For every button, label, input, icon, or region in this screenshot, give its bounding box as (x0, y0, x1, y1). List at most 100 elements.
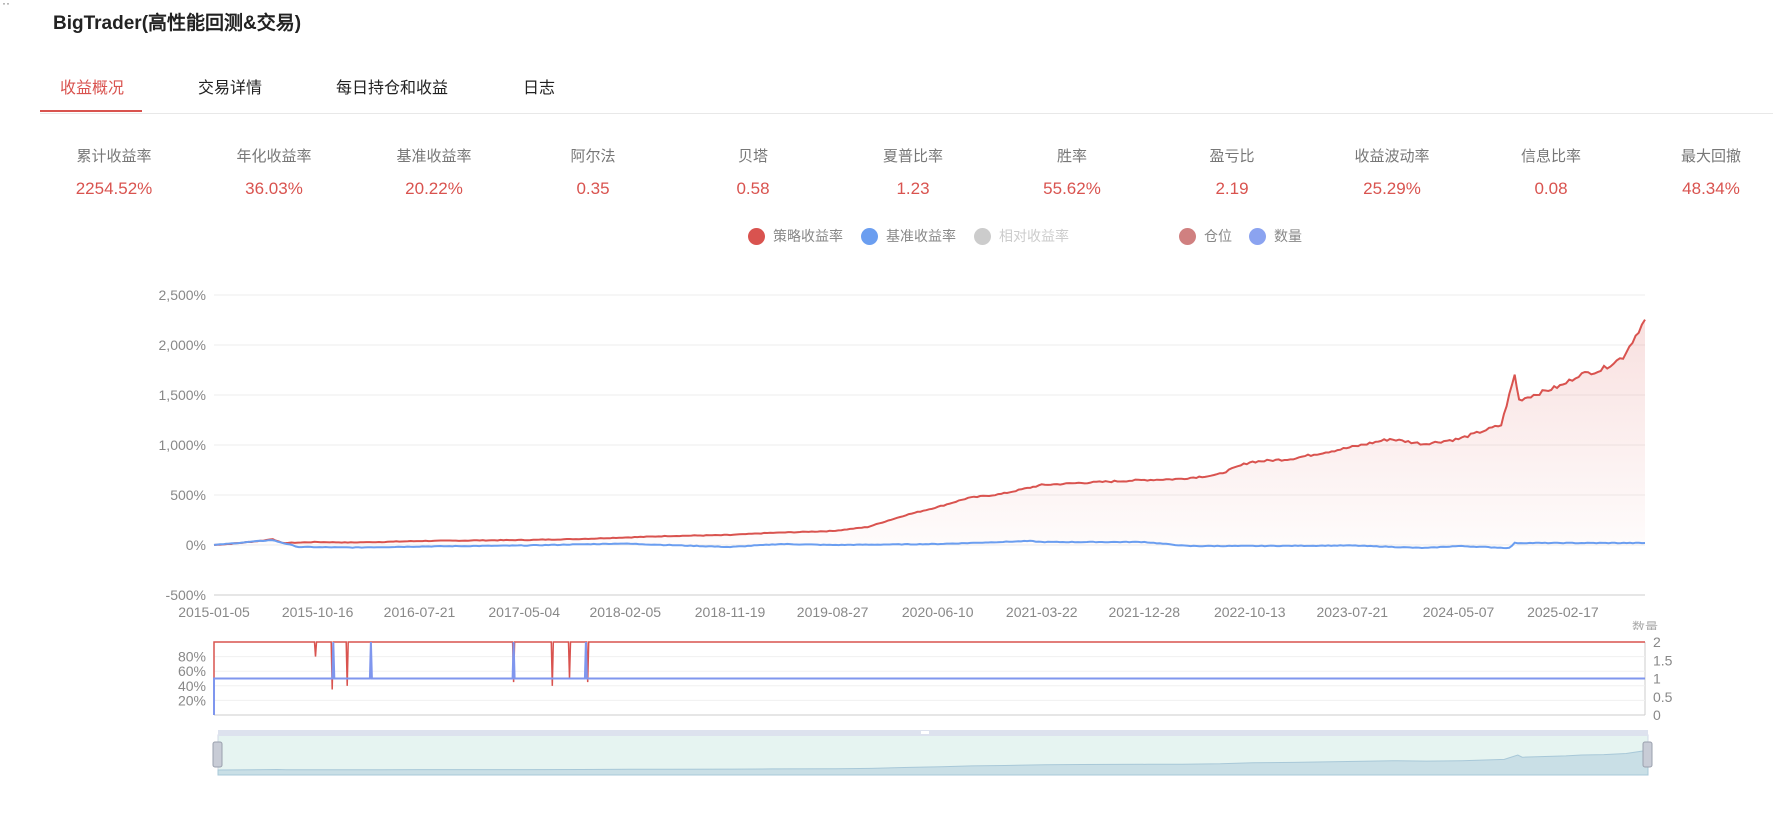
metric-sharpe: 夏普比率 1.23 (833, 145, 993, 199)
sub-left-tick-label: 20% (178, 692, 206, 708)
sub-left-tick-label: 80% (178, 649, 206, 665)
zoom-drag-grip-icon (921, 731, 929, 734)
metric-value: 2254.52% (75, 179, 153, 198)
metric-max-drawdown: 最大回撤 48.34% (1631, 145, 1773, 199)
y-tick-label: 1,500% (159, 387, 206, 403)
chart-legend: 策略收益率 基准收益率 相对收益率 仓位 数量 (0, 226, 1773, 246)
metric-value: 36.03% (245, 179, 303, 198)
sub-right-tick-label: 2 (1653, 634, 1661, 650)
legend-dot-icon (1179, 227, 1196, 245)
zoom-handle-right[interactable] (1642, 741, 1653, 768)
active-tab-indicator (40, 110, 142, 112)
tab-trade-details[interactable]: 交易详情 (198, 80, 263, 97)
metric-beta: 贝塔 0.58 (673, 145, 833, 199)
tab-daily-holdings[interactable]: 每日持仓和收益 (336, 80, 449, 97)
metric-value: 48.34% (1682, 179, 1740, 198)
x-tick-label: 2018-11-19 (695, 604, 766, 620)
quantity-axis-label: 数量 (1632, 620, 1658, 630)
zoom-top-bar (218, 730, 1648, 736)
x-tick-label: 2018-02-05 (589, 604, 661, 620)
legend-dot-icon (748, 227, 765, 245)
zoom-handle-left[interactable] (212, 741, 223, 768)
x-tick-label: 2022-10-13 (1214, 604, 1286, 620)
metric-label: 胜率 (1056, 148, 1087, 165)
x-tick-label: 2021-12-28 (1108, 604, 1180, 620)
legend-benchmark-return[interactable]: 基准收益率 (861, 226, 956, 246)
metric-label: 信息比率 (1520, 148, 1581, 165)
metric-label: 年化收益率 (236, 148, 312, 165)
legend-label: 相对收益率 (999, 228, 1069, 244)
metric-information-ratio: 信息比率 0.08 (1471, 145, 1631, 199)
metric-label: 夏普比率 (882, 148, 943, 165)
metric-label: 贝塔 (737, 148, 768, 165)
legend-position[interactable]: 仓位 (1179, 226, 1232, 246)
strategy-return-line (213, 319, 1646, 546)
y-tick-label: 0% (186, 537, 206, 553)
legend-dot-icon (1249, 227, 1266, 245)
legend-dot-icon (974, 227, 991, 245)
x-tick-label: 2024-05-07 (1423, 604, 1495, 620)
metric-value: 20.22% (405, 179, 463, 198)
x-tick-label: 2021-03-22 (1006, 604, 1078, 620)
zoom-preview-area (217, 749, 1649, 776)
x-tick-label: 2020-06-10 (902, 604, 974, 620)
tab-divider (40, 113, 1773, 114)
metric-benchmark-return: 基准收益率 20.22% (354, 145, 514, 199)
metric-label: 基准收益率 (396, 148, 472, 165)
legend-quantity[interactable]: 数量 (1249, 226, 1302, 246)
legend-strategy-return[interactable]: 策略收益率 (748, 226, 843, 246)
y-tick-label: 500% (170, 487, 206, 503)
legend-label: 基准收益率 (886, 228, 956, 244)
quantity-line (213, 641, 1645, 715)
metric-label: 收益波动率 (1354, 148, 1430, 165)
metric-value: 0.58 (736, 179, 770, 198)
tab-log[interactable]: 日志 (523, 80, 556, 97)
legend-dot-icon (861, 227, 878, 245)
metric-value: 2.19 (1215, 179, 1249, 198)
metric-alpha: 阿尔法 0.35 (513, 145, 673, 199)
corner-dots: ·· (2, 0, 10, 10)
tab-bar: 收益概况 交易详情 每日持仓和收益 日志 (40, 62, 1773, 114)
metric-win-rate: 胜率 55.62% (992, 145, 1152, 199)
metric-profit-loss-ratio: 盈亏比 2.19 (1152, 145, 1312, 199)
metric-value: 55.62% (1043, 179, 1101, 198)
sub-left-tick-label: 40% (178, 678, 206, 694)
sub-left-tick-label: 60% (178, 663, 206, 679)
y-tick-label: 2,000% (159, 337, 206, 353)
metric-value: 0.08 (1534, 179, 1568, 198)
metric-annual-return: 年化收益率 36.03% (194, 145, 354, 199)
sub-right-tick-label: 1.5 (1653, 652, 1673, 668)
legend-label: 策略收益率 (773, 228, 843, 244)
metric-value: 1.23 (896, 179, 930, 198)
metric-label: 最大回撤 (1680, 148, 1741, 165)
returns-chart: 2,500% 2,000% 1,500% 1,000% 500% 0% -500%2015-… (159, 287, 1658, 630)
x-tick-label: 2017-05-04 (488, 604, 560, 620)
y-tick-label: -500% (166, 587, 206, 603)
legend-relative-return[interactable]: 相对收益率 (974, 226, 1069, 246)
x-tick-label: 2025-02-17 (1527, 604, 1599, 620)
zoom-slider[interactable] (210, 730, 1660, 780)
metric-label: 累计收益率 (76, 148, 152, 165)
metric-value: 25.29% (1363, 179, 1421, 198)
metric-cumulative-return: 累计收益率 2254.52% (34, 145, 194, 199)
x-tick-label: 2015-01-05 (178, 604, 250, 620)
x-tick-label: 2019-08-27 (797, 604, 869, 620)
position-chart: 80%60%40%20% 2 1.5 1 0.5 0 (178, 634, 1673, 723)
metric-value: 0.35 (576, 179, 610, 198)
sub-right-tick-label: 0 (1653, 707, 1661, 723)
metric-label: 盈亏比 (1209, 148, 1255, 165)
legend-label: 仓位 (1204, 228, 1232, 244)
sub-right-tick-label: 1 (1653, 671, 1661, 687)
metric-label: 阿尔法 (570, 148, 616, 165)
y-tick-label: 1,000% (159, 437, 206, 453)
x-tick-label: 2016-07-21 (384, 604, 456, 620)
benchmark-return-line (213, 539, 1646, 550)
x-tick-label: 2023-07-21 (1316, 604, 1388, 620)
tab-overview[interactable]: 收益概况 (60, 80, 125, 97)
legend-label: 数量 (1274, 228, 1302, 244)
y-tick-label: 2,500% (159, 287, 206, 303)
sub-right-tick-label: 0.5 (1653, 689, 1673, 705)
metrics-row: 累计收益率 2254.52% 年化收益率 36.03% 基准收益率 20.22%… (0, 145, 1773, 205)
app-title: BigTrader(高性能回测&交易) (53, 13, 302, 34)
strategy-area (214, 319, 1645, 545)
